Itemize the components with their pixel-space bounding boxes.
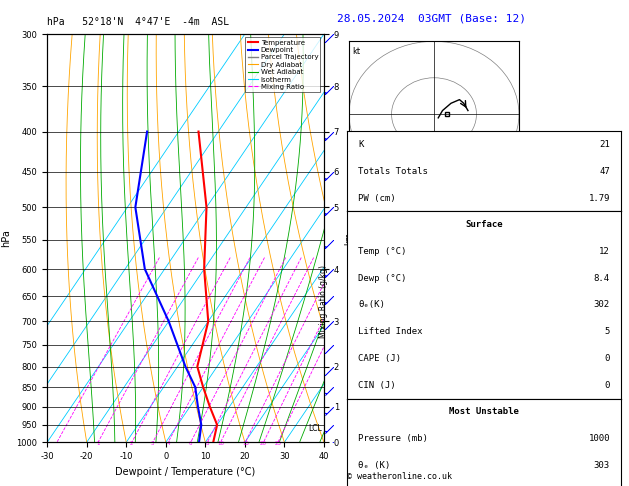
Text: 28.05.2024  03GMT (Base: 12): 28.05.2024 03GMT (Base: 12) [337,13,525,23]
Text: 21: 21 [599,140,610,149]
Text: Surface: Surface [465,220,503,229]
Y-axis label: hPa: hPa [1,229,11,247]
Text: 8.4: 8.4 [594,274,610,283]
Text: 0: 0 [604,354,610,363]
Text: PW (cm): PW (cm) [358,193,396,203]
Text: θₑ(K): θₑ(K) [358,300,385,310]
Text: 1.79: 1.79 [588,193,610,203]
Y-axis label: km
ASL: km ASL [345,230,364,246]
Text: Mixing Ratio (g/kg): Mixing Ratio (g/kg) [320,265,328,338]
Text: LCL: LCL [309,424,322,433]
Text: 302: 302 [594,300,610,310]
Text: 3: 3 [151,441,155,446]
Text: 6: 6 [189,441,192,446]
Text: 1000: 1000 [588,434,610,443]
Text: 0: 0 [604,381,610,390]
Text: kt: kt [352,47,360,56]
Text: 4: 4 [167,441,170,446]
Text: Temp (°C): Temp (°C) [358,247,406,256]
Text: Most Unstable: Most Unstable [449,407,519,417]
Text: CIN (J): CIN (J) [358,381,396,390]
X-axis label: Dewpoint / Temperature (°C): Dewpoint / Temperature (°C) [116,467,255,477]
Text: 12: 12 [599,247,610,256]
Text: 10: 10 [217,441,224,446]
Text: Dewp (°C): Dewp (°C) [358,274,406,283]
Text: 15: 15 [242,441,249,446]
Text: 1: 1 [96,441,100,446]
Text: hPa   52°18'N  4°47'E  -4m  ASL: hPa 52°18'N 4°47'E -4m ASL [47,17,230,27]
Text: 25: 25 [274,441,281,446]
Text: CAPE (J): CAPE (J) [358,354,401,363]
Text: Totals Totals: Totals Totals [358,167,428,176]
Text: 47: 47 [599,167,610,176]
Text: 8: 8 [206,441,209,446]
Text: 20: 20 [260,441,267,446]
Text: Lifted Index: Lifted Index [358,327,423,336]
Legend: Temperature, Dewpoint, Parcel Trajectory, Dry Adiabat, Wet Adiabat, Isotherm, Mi: Temperature, Dewpoint, Parcel Trajectory… [245,37,320,92]
Text: 303: 303 [594,461,610,470]
Text: θₑ (K): θₑ (K) [358,461,391,470]
Text: Pressure (mb): Pressure (mb) [358,434,428,443]
Text: 5: 5 [604,327,610,336]
Text: K: K [358,140,364,149]
Text: 2: 2 [130,441,133,446]
Text: © weatheronline.co.uk: © weatheronline.co.uk [347,472,452,481]
